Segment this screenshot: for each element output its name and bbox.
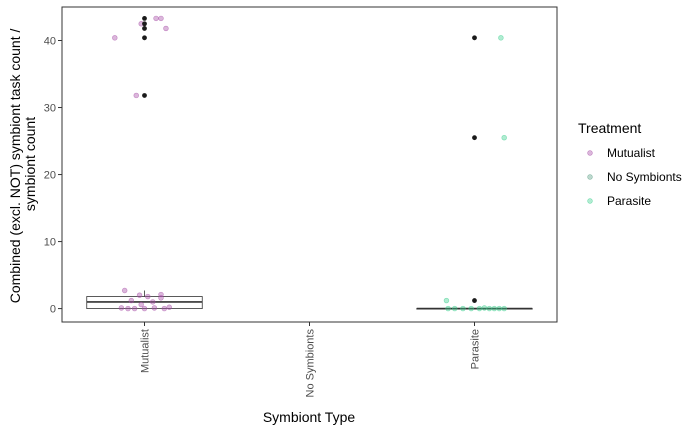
data-point-parasite — [501, 305, 507, 312]
data-point-mutualist — [163, 25, 169, 32]
data-point-mutualist — [153, 15, 159, 22]
legend-key-no-symbionts — [587, 174, 593, 180]
legend-title: Treatment — [578, 120, 641, 136]
data-point-mutualist — [125, 305, 131, 312]
data-point-mutualist — [145, 293, 151, 300]
data-point-parasite — [468, 305, 474, 312]
data-point-mutualist — [112, 35, 118, 41]
y-axis-title-line-2: symbiont count — [22, 117, 38, 211]
box-outlier-point — [142, 21, 147, 27]
y-tick-label: 20 — [44, 170, 56, 182]
x-axis: Mutualist No Symbionts Parasite — [140, 322, 482, 397]
data-point-mutualist — [138, 301, 144, 308]
data-point-mutualist — [158, 295, 164, 301]
box-outlier-point — [472, 135, 477, 141]
legend-key-parasite — [587, 198, 593, 204]
legend-label-parasite: Parasite — [607, 194, 651, 208]
box-outlier-point — [142, 26, 147, 31]
data-point-mutualist — [150, 299, 156, 305]
data-point-parasite — [443, 297, 450, 304]
data-point-mutualist — [151, 305, 158, 311]
data-point-mutualist — [136, 292, 143, 298]
data-point-mutualist — [118, 305, 125, 311]
x-axis-title: Symbiont Type — [263, 409, 356, 425]
data-point-parasite — [476, 305, 483, 312]
box-outlier-point — [142, 15, 147, 21]
y-tick-label: 0 — [50, 304, 56, 316]
data-point-parasite — [445, 305, 451, 312]
box-outlier-point — [142, 35, 147, 41]
data-point-mutualist — [133, 92, 139, 99]
legend-label-no-symbionts: No Symbionts — [607, 170, 682, 184]
data-point-mutualist — [121, 287, 128, 294]
data-point-parasite — [486, 305, 493, 312]
y-axis: 0 10 20 30 40 — [44, 36, 62, 316]
data-point-parasite — [481, 305, 488, 311]
data-point-parasite — [498, 35, 504, 41]
y-tick-label: 10 — [44, 237, 56, 249]
data-point-parasite — [491, 305, 497, 312]
data-point-mutualist — [158, 15, 164, 22]
x-tick-label: Mutualist — [140, 329, 152, 373]
y-axis-title: Combined (excl. NOT) symbiont task count… — [7, 25, 38, 304]
data-point-mutualist — [141, 305, 148, 312]
y-tick-label: 40 — [44, 36, 56, 48]
legend-label-mutualist: Mutualist — [607, 146, 656, 160]
y-tick-label: 30 — [44, 103, 56, 115]
plot-marks — [86, 15, 533, 312]
box-outlier-point — [472, 298, 477, 303]
data-point-mutualist — [131, 305, 138, 312]
x-tick-label: No Symbionts — [305, 329, 317, 398]
data-point-parasite — [452, 305, 458, 312]
data-point-mutualist — [128, 297, 135, 304]
box-outlier-point — [142, 93, 147, 98]
data-point-mutualist — [166, 304, 172, 310]
data-point-parasite — [501, 134, 507, 141]
x-tick-label: Parasite — [470, 329, 482, 369]
legend-key-mutualist — [587, 150, 593, 156]
data-point-parasite — [496, 305, 502, 312]
data-point-mutualist — [161, 305, 168, 312]
box-outlier-point — [472, 35, 477, 41]
data-point-parasite — [460, 305, 466, 312]
y-axis-title-line-1: Combined (excl. NOT) symbiont task count… — [7, 29, 23, 304]
legend: Treatment Mutualist No Symbionts Parasite — [578, 120, 682, 208]
